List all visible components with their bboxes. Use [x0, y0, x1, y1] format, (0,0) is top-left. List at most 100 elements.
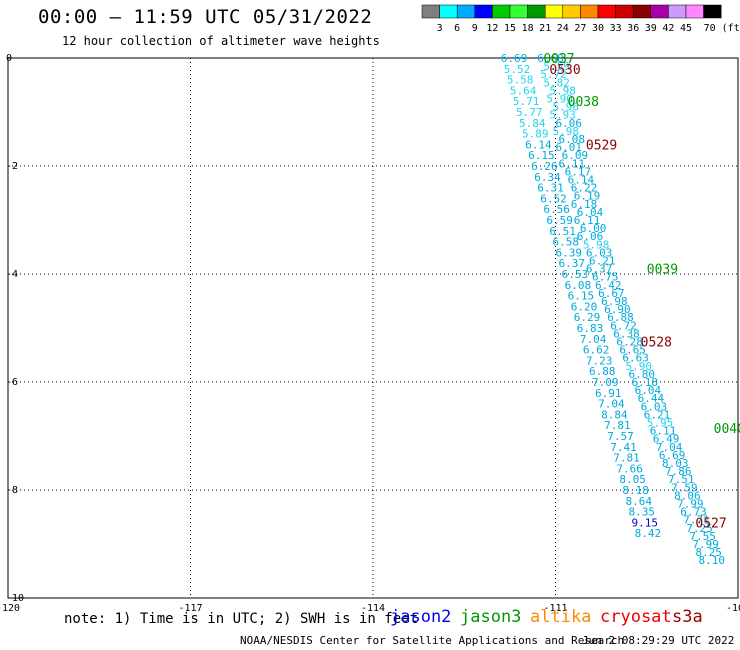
- x-tick-label: -120: [0, 603, 20, 614]
- colorbar-swatch: [668, 4, 687, 19]
- colorbar-swatch: [492, 4, 511, 19]
- swh-value-label: 6.26: [531, 160, 558, 173]
- swh-value-label: 6.03: [586, 246, 613, 259]
- swh-value-label: 6.29: [574, 311, 601, 324]
- colorbar-swatch: [650, 4, 669, 19]
- swh-value-label: 7.04: [598, 398, 625, 411]
- y-tick-label: -6: [6, 377, 18, 388]
- pass-time-label: 0039: [647, 263, 678, 278]
- swh-value-label: 6.65: [619, 344, 646, 357]
- colorbar-swatch: [562, 4, 581, 19]
- swh-value-label: 5.59: [543, 60, 570, 73]
- swh-value-label: 6.19: [574, 190, 601, 203]
- swh-value-label: 5.58: [507, 74, 534, 87]
- footer-note: note: 1) Time is in UTC; 2) SWH is in fe…: [64, 611, 419, 627]
- swh-value-label: 5.82: [543, 76, 570, 89]
- swh-value-label: 6.63: [622, 352, 649, 365]
- swh-value-label: 6.42: [595, 279, 622, 292]
- swh-value-label: 7.41: [610, 441, 637, 454]
- pass-time-label: 0037: [543, 52, 574, 67]
- colorbar-swatch: [597, 4, 616, 19]
- swh-value-label: 6.04: [577, 206, 604, 219]
- swh-value-label: 6.62: [583, 344, 610, 357]
- swh-value-label: 5.90: [625, 360, 652, 373]
- swh-value-label: 5.98: [552, 125, 579, 138]
- swh-value-label: 7.55: [689, 530, 716, 543]
- y-tick-label: 0: [6, 53, 12, 64]
- legend-altika: altika: [530, 607, 592, 627]
- swh-value-label: 5.71: [513, 95, 540, 108]
- swh-value-label: 5.77: [516, 106, 543, 119]
- swh-value-label: 6.11: [559, 157, 586, 170]
- colorbar-label: 6: [454, 23, 460, 34]
- swh-value-label: 6.83: [577, 322, 604, 335]
- colorbar-label: 36: [627, 23, 639, 34]
- colorbar-label: 30: [592, 23, 604, 34]
- swh-value-label: 6.88: [607, 311, 634, 324]
- swh-value-label: 6.69: [501, 52, 528, 65]
- x-tick-label: -108: [726, 603, 740, 614]
- pass-time-label: 0530: [549, 63, 580, 78]
- colorbar-label: 33: [610, 23, 622, 34]
- swh-value-label: 6.58: [552, 236, 579, 249]
- colorbar-swatch: [544, 4, 564, 19]
- swh-value-label: 6.90: [604, 303, 631, 316]
- colorbar-label: 15: [504, 23, 516, 34]
- swh-value-label: 6.06: [577, 230, 604, 243]
- swh-value-label: 6.18: [632, 376, 659, 389]
- swh-value-label: 7.81: [613, 452, 640, 465]
- swh-value-label: 6.14: [568, 174, 595, 187]
- colorbar-label: 12: [486, 23, 498, 34]
- swh-value-label: 6.04: [635, 384, 662, 397]
- chart-axes: -120-117-114-111-108-100-2-4-6-8-10: [0, 53, 740, 614]
- swh-value-label: 7.99: [692, 538, 719, 551]
- swh-value-label: 6.28: [616, 336, 643, 349]
- swh-value-label: 6.44: [638, 392, 665, 405]
- swh-value-label: 6.06: [556, 117, 583, 130]
- swh-value-label: 7.57: [607, 430, 634, 443]
- swh-value-label: 6.03: [641, 400, 668, 413]
- pass-time-label: 0038: [568, 95, 599, 110]
- swh-value-label: 5.84: [519, 117, 546, 130]
- swh-value-label: 6.17: [565, 165, 592, 178]
- swh-value-label: 6.80: [629, 368, 656, 381]
- swh-value-label: 5.89: [522, 128, 549, 141]
- pass-time-label: 0527: [695, 516, 726, 531]
- swh-value-label: 5.95: [647, 417, 674, 430]
- colorbar-swatch: [527, 4, 546, 19]
- colorbar-swatch: [580, 4, 599, 19]
- swh-value-label: 6.39: [556, 246, 583, 259]
- swh-value-label: 8.42: [635, 527, 662, 540]
- swh-value-label: 6.69: [659, 449, 686, 462]
- swh-value-label: 7.86: [665, 465, 692, 478]
- swh-value-label: 6.09: [562, 149, 589, 162]
- swh-value-label: 6.34: [534, 171, 561, 184]
- swh-value-label: 7.71: [683, 514, 710, 527]
- swh-value-label: 6.22: [571, 182, 598, 195]
- chart-grid: [8, 58, 738, 598]
- swh-value-label: 6.37: [559, 257, 586, 270]
- x-tick-label: -111: [543, 603, 567, 614]
- colorbar-label: 27: [574, 23, 586, 34]
- swh-value-label: 8.18: [622, 484, 649, 497]
- y-tick-label: -2: [6, 161, 18, 172]
- swh-value-label: 6.01: [556, 141, 583, 154]
- swh-value-label: 6.38: [613, 327, 640, 340]
- swh-value-label: 5.96: [552, 101, 579, 114]
- colorbar-swatch: [421, 4, 440, 19]
- swh-value-label: 6.14: [525, 138, 552, 151]
- swh-value-label: 6.08: [565, 279, 592, 292]
- pass-time-labels: 003705300038052900390528004005270041: [543, 52, 740, 531]
- colorbar-label: 24: [557, 23, 569, 34]
- colorbar-swatch: [474, 4, 493, 19]
- swh-value-label: 6.59: [546, 214, 573, 227]
- colorbar-label: 39: [645, 23, 657, 34]
- colorbar-swatch: [509, 4, 528, 19]
- colorbar-swatch: [439, 4, 458, 19]
- swh-value-label: 6.53: [562, 268, 589, 281]
- y-tick-label: -8: [6, 485, 18, 496]
- swh-value-label: 8.10: [698, 554, 725, 567]
- swh-value-label: 7.04: [656, 441, 683, 454]
- swh-value-label: 6.51: [549, 225, 576, 238]
